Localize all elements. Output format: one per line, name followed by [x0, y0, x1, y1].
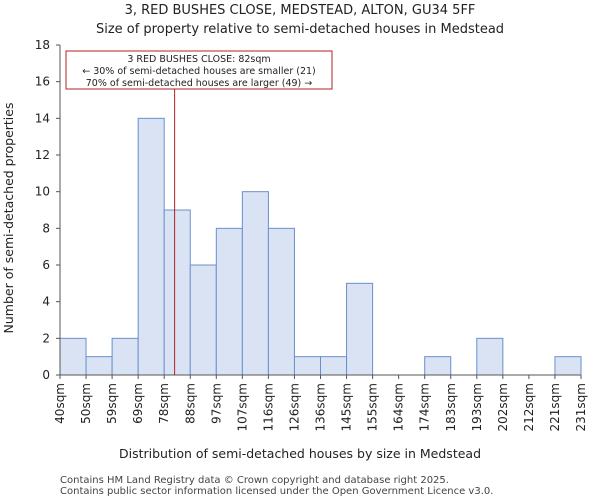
y-tick-label: 16 [35, 75, 50, 89]
footer-licence: Contains public sector information licen… [60, 486, 493, 497]
chart-subtitle: Size of property relative to semi-detach… [96, 22, 504, 37]
x-tick-label: 212sqm [522, 383, 536, 431]
x-tick-label: 97sqm [209, 383, 223, 424]
y-tick-label: 8 [42, 221, 50, 235]
x-tick-label: 88sqm [183, 383, 197, 424]
x-tick-label: 164sqm [392, 383, 406, 431]
chart-title-address: 3, RED BUSHES CLOSE, MEDSTEAD, ALTON, GU… [125, 3, 476, 18]
histogram-bar [163, 209, 191, 376]
annotation-smaller: ← 30% of semi-detached houses are smalle… [82, 66, 316, 77]
histogram-bar [424, 356, 452, 376]
y-tick-label: 14 [35, 111, 50, 125]
x-tick-label: 221sqm [548, 383, 562, 431]
histogram-bar [241, 191, 269, 376]
x-tick-label: 155sqm [366, 383, 380, 431]
x-tick-label: 145sqm [340, 383, 354, 431]
y-tick-label: 18 [35, 38, 50, 52]
histogram-bar [215, 227, 243, 376]
x-tick-label: 107sqm [235, 383, 249, 431]
histogram-bar [346, 282, 374, 376]
histogram-bar [476, 337, 504, 376]
x-tick-label: 183sqm [444, 383, 458, 431]
x-tick-label: 59sqm [105, 383, 119, 424]
x-tick-label: 40sqm [53, 383, 67, 424]
x-tick-label: 174sqm [418, 383, 432, 431]
histogram-bar [267, 227, 295, 376]
histogram-bar [111, 337, 139, 376]
y-axis-label: Number of semi-detached properties [1, 103, 16, 334]
x-tick-label: 126sqm [287, 383, 301, 431]
y-tick-label: 2 [42, 331, 50, 345]
y-tick-label: 0 [42, 368, 50, 382]
histogram-bar [137, 117, 165, 376]
histogram-bar [189, 264, 217, 376]
annotation-title: 3 RED BUSHES CLOSE: 82sqm [127, 54, 270, 65]
x-tick-label: 231sqm [574, 383, 588, 431]
histogram-bar [554, 356, 582, 376]
histogram-bar [85, 356, 113, 376]
y-tick-label: 6 [42, 258, 50, 272]
histogram-bar [320, 356, 348, 376]
x-tick-label: 78sqm [157, 383, 171, 424]
x-tick-label: 193sqm [470, 383, 484, 431]
axes-group: 0 2 4 6 8 10 12 14 16 18 40sqm 50sqm 59sqm 69sqm 78sqm… [35, 38, 588, 431]
bars-group [59, 117, 582, 376]
footer-copyright: Contains HM Land Registry data © Crown c… [60, 475, 449, 486]
x-tick-label: 136sqm [314, 383, 328, 431]
x-tick-label: 69sqm [131, 383, 145, 424]
y-tick-label: 12 [35, 148, 50, 162]
annotation-larger: 70% of semi-detached houses are larger (… [86, 78, 313, 89]
annotation-border [65, 50, 333, 90]
x-tick-label: 202sqm [496, 383, 510, 431]
x-tick-label: 50sqm [79, 383, 93, 424]
histogram-bar [293, 356, 322, 376]
y-tick-label: 10 [35, 185, 50, 199]
histogram-bar [59, 337, 87, 376]
x-tick-label: 116sqm [261, 383, 275, 431]
x-axis-label: Distribution of semi-detached houses by … [119, 446, 481, 461]
y-tick-label: 4 [42, 295, 50, 309]
annotation-box: 3 RED BUSHES CLOSE: 82sqm ← 30% of semi-… [65, 50, 333, 90]
